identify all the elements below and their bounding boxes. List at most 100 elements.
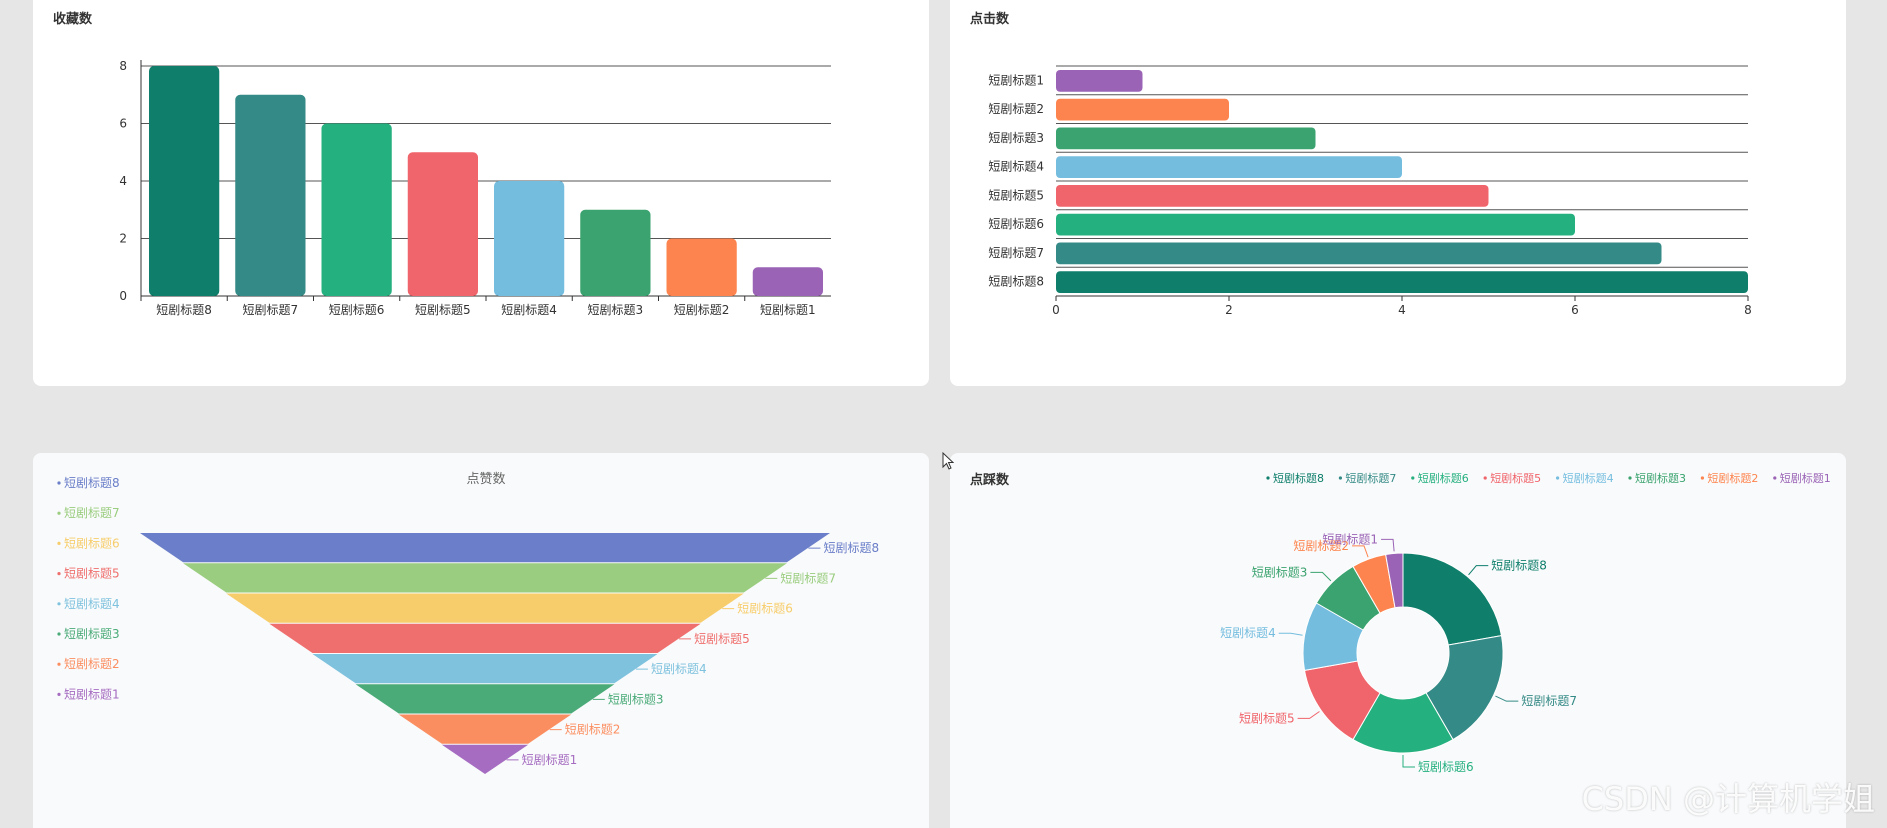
csdn-watermark: CSDN @计算机学姐 xyxy=(1581,780,1875,818)
legend-label: 短剧标题2 xyxy=(1707,471,1758,485)
donut-slice xyxy=(1385,552,1404,609)
funnel-segment xyxy=(226,593,744,623)
bar xyxy=(666,238,737,296)
clicks-chart-panel: 点击数 短剧标题1 短剧标题2 短剧标题3 短剧标题4 短剧标题5 短剧标题6 短剧标题7 短… xyxy=(950,0,1846,386)
label-line xyxy=(1352,545,1369,558)
legend-marker xyxy=(1338,476,1342,480)
dislikes-chart-title: 点踩数 xyxy=(970,473,1010,488)
funnel-segment xyxy=(355,684,615,714)
donut-slice xyxy=(1402,552,1503,646)
y-tick-label: 4 xyxy=(119,174,127,188)
x-tick-label: 6 xyxy=(1571,303,1579,317)
label-line xyxy=(1310,571,1332,582)
legend-marker xyxy=(1628,476,1632,480)
bar xyxy=(321,123,392,296)
slice-label: 短剧标题5 xyxy=(1239,711,1295,725)
slice-label: 短剧标题2 xyxy=(1293,539,1349,553)
legend-marker xyxy=(1483,476,1487,480)
bar xyxy=(1056,70,1143,92)
funnel-segment xyxy=(441,744,529,774)
x-tick-label: 短剧标题3 xyxy=(588,303,644,317)
slice-label: 短剧标题1 xyxy=(1322,532,1378,546)
legend-label: 短剧标题7 xyxy=(1345,471,1396,485)
legend-marker xyxy=(1700,476,1704,480)
chart-title: 点赞数 xyxy=(466,472,505,487)
dislikes-chart-panel: 点踩数 短剧标题8 短剧标题7 短剧标题6 短剧标题5 短剧标题4 短剧标题3 短剧标题2 短… xyxy=(950,453,1846,828)
segment-label: 短剧标题5 xyxy=(694,632,750,646)
clicks-bar-chart: 短剧标题1 短剧标题2 短剧标题3 短剧标题4 短剧标题5 短剧标题6 短剧标题7 短剧标题8… xyxy=(988,65,1752,317)
legend-label: 短剧标题7 xyxy=(64,506,120,520)
x-tick-label: 短剧标题5 xyxy=(415,303,471,317)
likes-chart-panel: 点赞数 短剧标题8 短剧标题8 短剧标题7 短剧标题7 短剧标题6 短剧标题6 短剧标题5 短剧… xyxy=(33,453,929,828)
x-tick-label: 短剧标题4 xyxy=(501,303,557,317)
legend-marker xyxy=(57,692,61,696)
bar xyxy=(407,152,478,296)
segment-label: 短剧标题4 xyxy=(651,662,707,676)
x-tick-label: 短剧标题1 xyxy=(760,303,816,317)
legend-label: 短剧标题8 xyxy=(1273,471,1324,485)
bookmarks-chart-panel: 收藏数 0 2 4 6 8 短剧标题8 短剧标题7 短剧标题6 短剧标题5 短剧标题4 短剧标题3 短… xyxy=(33,0,929,386)
legend-marker xyxy=(1556,476,1560,480)
y-tick-label: 短剧标题1 xyxy=(988,73,1044,87)
legend-marker xyxy=(57,511,61,515)
segment-label: 短剧标题1 xyxy=(522,753,578,767)
legend-marker xyxy=(57,632,61,636)
legend-marker xyxy=(1411,476,1415,480)
segment-label: 短剧标题6 xyxy=(737,602,793,616)
slice-label: 短剧标题7 xyxy=(1521,694,1577,708)
segment-label: 短剧标题8 xyxy=(823,541,879,555)
clicks-chart-title: 点击数 xyxy=(970,12,1010,27)
y-tick-label: 短剧标题7 xyxy=(988,246,1044,260)
funnel-segment xyxy=(140,533,830,563)
y-tick-label: 2 xyxy=(119,232,127,246)
bookmarks-chart-title: 收藏数 xyxy=(53,12,93,27)
bar xyxy=(494,181,565,296)
legend-label: 短剧标题1 xyxy=(1780,471,1831,485)
bar xyxy=(580,209,651,296)
y-tick-label: 短剧标题5 xyxy=(988,188,1044,202)
mouse-cursor-icon xyxy=(942,452,954,470)
x-tick-label: 短剧标题7 xyxy=(243,303,299,317)
x-tick-label: 8 xyxy=(1744,303,1752,317)
slice-label: 短剧标题3 xyxy=(1252,565,1308,579)
legend-label: 短剧标题5 xyxy=(64,567,120,581)
legend-label: 短剧标题5 xyxy=(1490,471,1541,485)
legend-marker xyxy=(1773,476,1777,480)
x-tick-label: 短剧标题2 xyxy=(674,303,730,317)
x-tick-label: 4 xyxy=(1398,303,1406,317)
bar xyxy=(1056,185,1489,207)
segment-label: 短剧标题3 xyxy=(608,692,664,706)
slice-label: 短剧标题8 xyxy=(1491,559,1547,573)
bookmarks-bar-chart: 0 2 4 6 8 短剧标题8 短剧标题7 短剧标题6 短剧标题5 短剧标题4 短剧标题3 短剧标题2… xyxy=(119,59,831,317)
legend-marker xyxy=(1266,476,1270,480)
x-tick-label: 短剧标题6 xyxy=(329,303,385,317)
slice-label: 短剧标题4 xyxy=(1220,626,1276,640)
legend-label: 短剧标题8 xyxy=(64,476,120,490)
bar xyxy=(752,267,823,296)
x-tick-label: 0 xyxy=(1052,303,1060,317)
bar xyxy=(1056,127,1316,150)
y-tick-label: 短剧标题2 xyxy=(988,102,1044,116)
label-line xyxy=(1468,565,1489,576)
y-tick-label: 0 xyxy=(119,289,127,303)
legend-label: 短剧标题4 xyxy=(1563,471,1614,485)
legend-marker xyxy=(57,662,61,666)
segment-label: 短剧标题7 xyxy=(780,571,836,585)
dislikes-donut-chart: 短剧标题8 短剧标题7 短剧标题6 短剧标题5 短剧标题4 短剧标题3 短剧标题2 短剧标题1… xyxy=(1220,471,1831,774)
y-tick-label: 短剧标题3 xyxy=(988,131,1044,145)
bar xyxy=(1056,242,1662,265)
funnel-segment xyxy=(312,654,658,684)
legend-label: 短剧标题1 xyxy=(64,687,120,701)
bar xyxy=(1056,213,1575,236)
legend-label: 短剧标题3 xyxy=(1635,471,1686,485)
bar xyxy=(1056,156,1402,178)
funnel-segment xyxy=(398,714,572,744)
legend-label: 短剧标题3 xyxy=(64,627,120,641)
legend-marker xyxy=(57,541,61,545)
legend-label: 短剧标题6 xyxy=(64,536,120,550)
donut-slice xyxy=(1425,635,1504,741)
legend-marker xyxy=(57,602,61,606)
legend-label: 短剧标题6 xyxy=(1418,471,1469,485)
legend-label: 短剧标题4 xyxy=(64,597,120,611)
funnel-segment xyxy=(183,563,787,593)
